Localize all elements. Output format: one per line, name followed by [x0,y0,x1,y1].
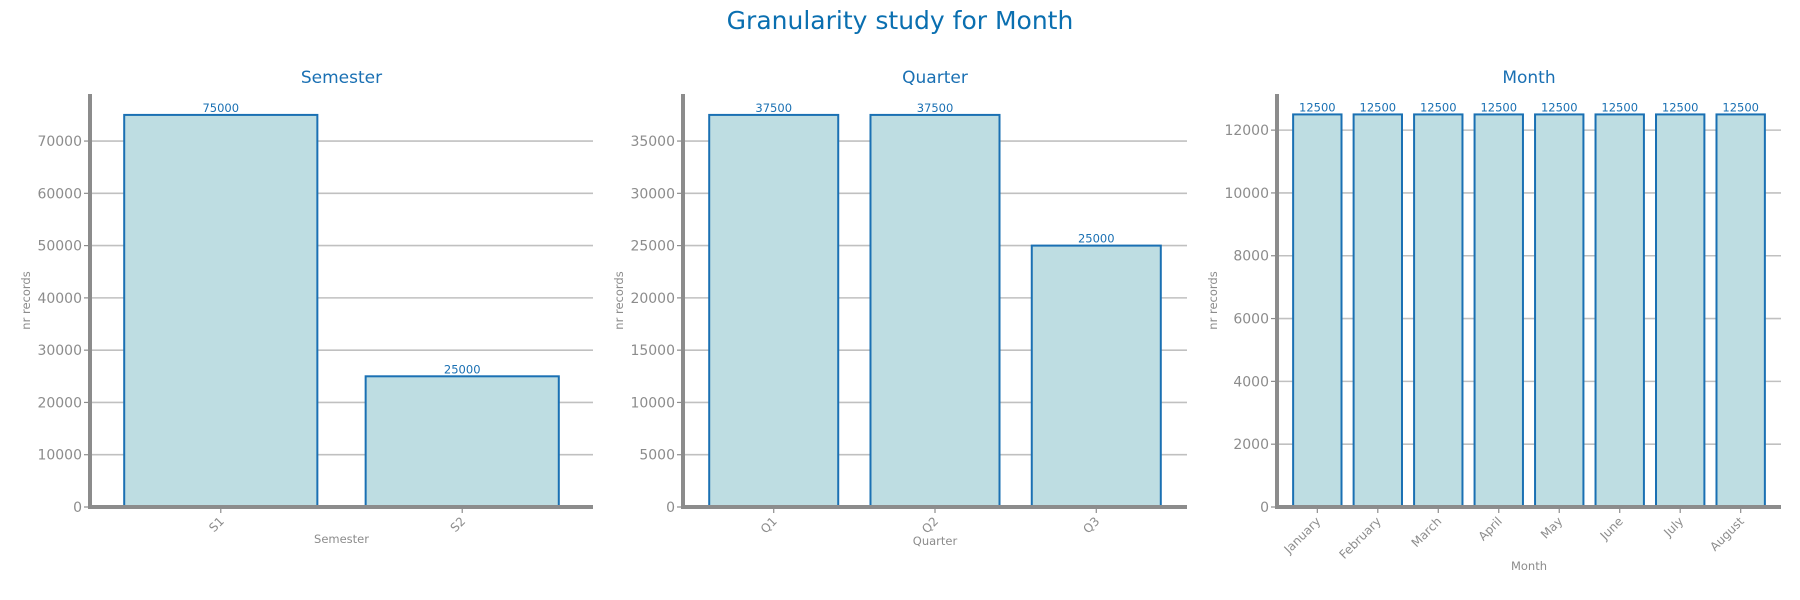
bar-july [1655,113,1706,508]
x-tick-label: January [1281,514,1324,557]
bar-value-label: 12500 [1601,100,1638,114]
bar-value-label: 12500 [1360,100,1397,114]
y-tick-label: 30000 [630,186,675,202]
bar-august [1715,113,1766,508]
x-axis-label: Quarter [913,534,958,548]
x-tick-label: May [1538,514,1565,541]
bar-value-label: 25000 [1078,232,1115,246]
bar-value-label: 12500 [1541,100,1578,114]
x-tick-label: February [1336,514,1384,562]
y-tick-label: 5000 [639,448,675,464]
figure-title: Granularity study for Month [726,6,1074,35]
bar-april [1473,113,1524,508]
bar-value-label: 12500 [1722,100,1759,114]
x-tick-label: S2 [448,514,469,535]
bar-q1 [708,113,840,508]
y-axis-label: nr records [19,271,33,329]
y-tick-label: 8000 [1233,249,1269,265]
bar-value-label: 37500 [755,101,792,115]
x-tick-label: Q2 [919,514,941,536]
y-axis-label: nr records [1206,271,1220,329]
bar-january [1292,113,1343,508]
y-tick-label: 50000 [37,239,82,255]
bar-q3 [1030,244,1162,508]
y-tick-label: 12000 [1224,123,1269,139]
bar-value-label: 12500 [1420,100,1457,114]
x-tick-label: August [1707,514,1747,554]
y-tick-label: 0 [1260,500,1269,516]
bar-june [1594,113,1645,508]
bar-s1 [123,113,319,508]
bar-value-label: 37500 [917,101,954,115]
bar-value-label: 12500 [1662,100,1699,114]
subplot-title: Semester [301,68,382,88]
x-tick-label: March [1409,514,1445,550]
bar-s2 [364,375,560,508]
y-tick-label: 6000 [1233,312,1269,328]
y-tick-label: 15000 [630,343,675,359]
y-tick-label: 40000 [37,291,82,307]
y-tick-label: 10000 [630,395,675,411]
chart-panel-month: Month 0 2000 4000 6000 8000 10000 12000 12500 Jan… [1206,68,1781,573]
y-tick-label: 25000 [630,239,675,255]
y-tick-label: 10000 [37,448,82,464]
subplot-title: Month [1502,68,1555,88]
bar-february [1352,113,1403,508]
y-tick-label: 60000 [37,186,82,202]
y-tick-label: 0 [666,500,675,516]
x-tick-label: Q1 [758,514,780,536]
x-tick-label: S1 [206,514,227,535]
y-tick-label: 4000 [1233,374,1269,390]
x-tick-label: July [1660,514,1686,540]
x-axis-label: Month [1511,559,1547,573]
chart-panel-quarter: Quarter 0 5000 10000 15000 20000 25000 30000 350… [612,68,1187,548]
chart-panel-semester: Semester 0 10000 20000 30000 40000 50000 60000 7… [19,68,593,546]
y-axis-label: nr records [612,271,626,329]
subplot-title: Quarter [902,68,968,88]
bar-value-label: 25000 [444,362,481,376]
y-tick-label: 10000 [1224,186,1269,202]
bar-q2 [869,113,1001,508]
bar-may [1534,113,1585,508]
y-tick-label: 35000 [630,134,675,150]
y-tick-label: 2000 [1233,437,1269,453]
x-tick-label: June [1597,514,1626,543]
x-tick-label: April [1476,514,1505,543]
y-tick-label: 20000 [37,395,82,411]
y-tick-label: 0 [73,500,82,516]
y-tick-label: 30000 [37,343,82,359]
y-tick-label: 70000 [37,134,82,150]
bar-value-label: 12500 [1480,100,1517,114]
bar-march [1413,113,1464,508]
y-tick-label: 20000 [630,291,675,307]
bar-value-label: 12500 [1299,100,1336,114]
bar-value-label: 75000 [202,101,239,115]
x-axis-label: Semester [314,532,369,546]
x-tick-label: Q3 [1080,514,1102,536]
